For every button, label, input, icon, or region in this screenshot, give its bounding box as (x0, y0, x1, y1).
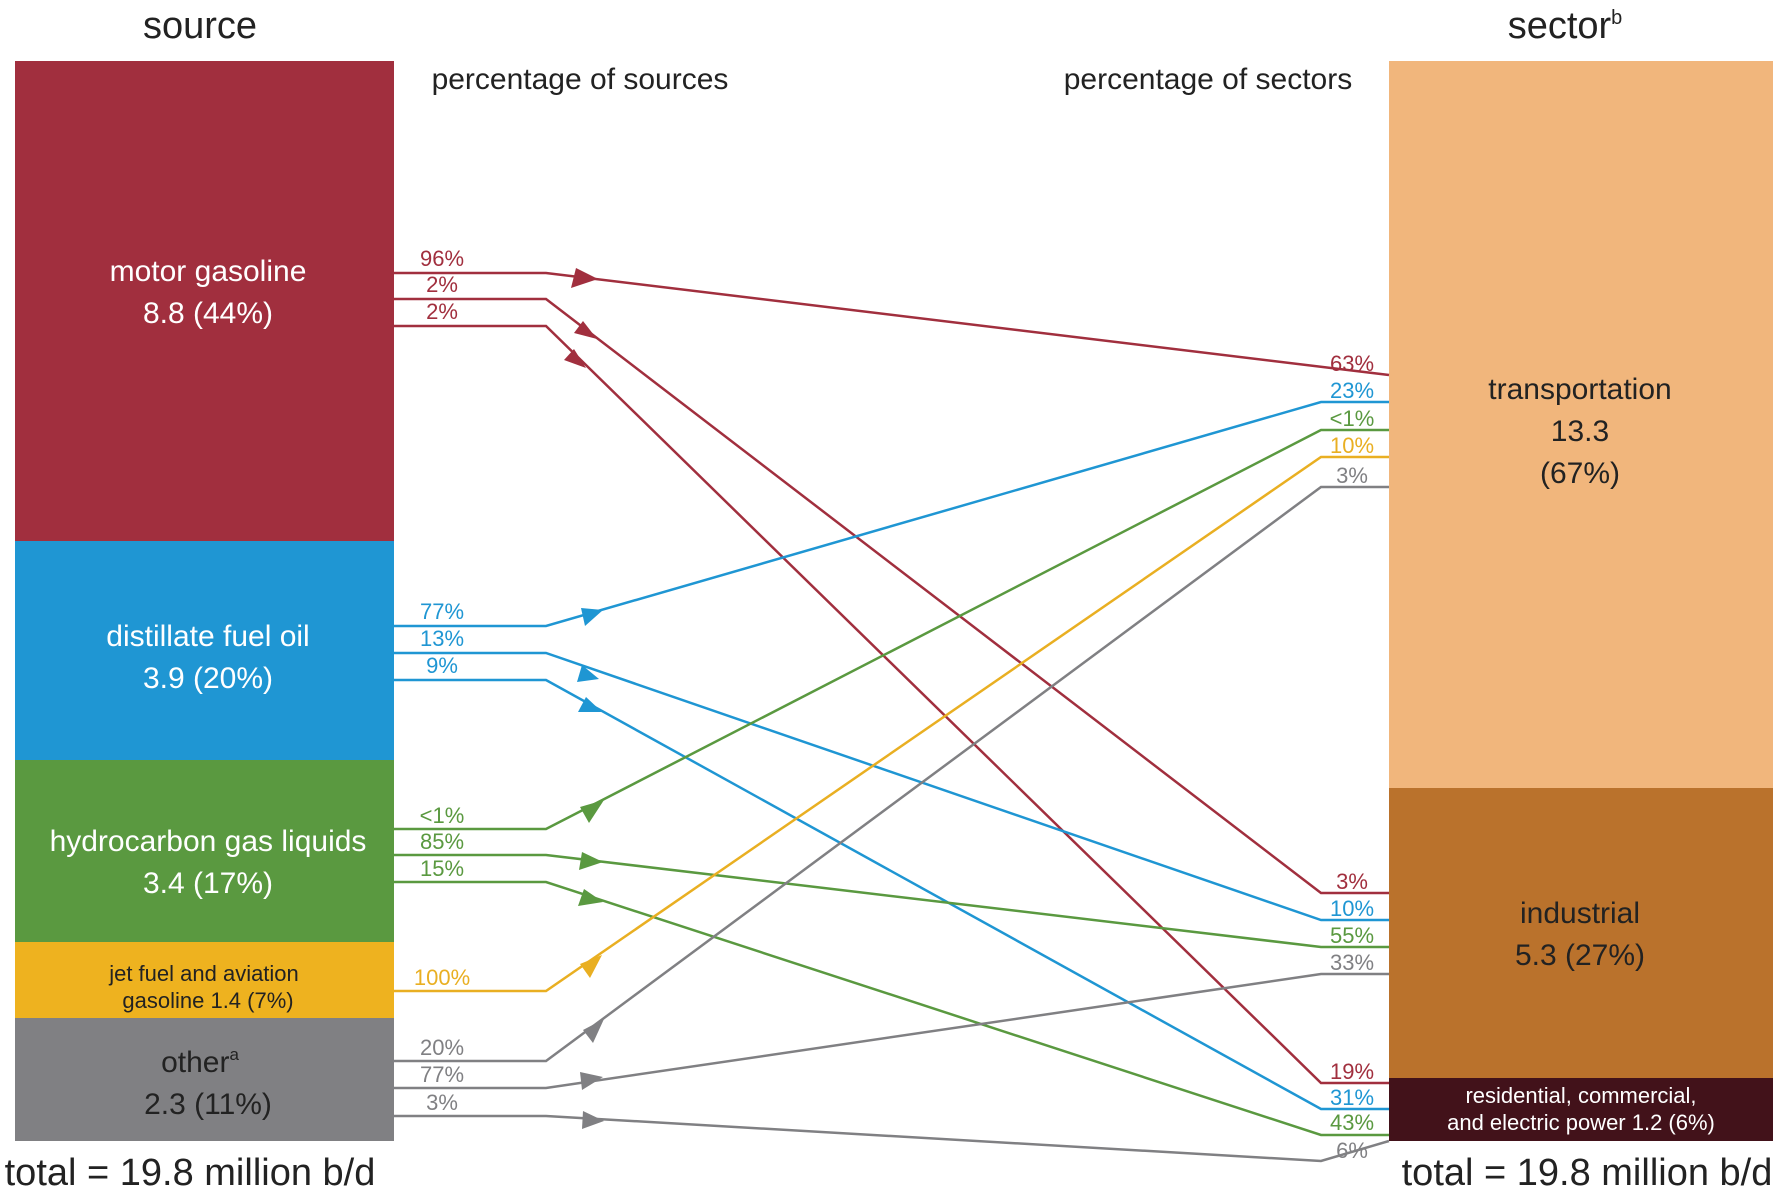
flow-distillate-to-residential: 9% 31% (394, 653, 1389, 1111)
flow-source-pct: 3% (426, 1090, 458, 1115)
transportation-block (1389, 61, 1773, 788)
flow-sector-pct: 10% (1330, 433, 1374, 458)
flow-sector-pct: 19% (1330, 1059, 1374, 1084)
arrow-icon (580, 955, 602, 978)
flow-sector-pct: 63% (1330, 351, 1374, 376)
arrow-icon (578, 697, 602, 712)
industrial-name: industrial (1520, 897, 1640, 930)
industrial-value: 5.3 (27%) (1515, 939, 1645, 972)
flow-distillate-to-industrial: 13% 10% (394, 626, 1389, 922)
flow-motor-gasoline-to-transportation: 96% 63% (394, 246, 1390, 377)
source-total: total = 19.8 million b/d (5, 1152, 376, 1191)
percentage-of-sectors-label: percentage of sectors (1064, 63, 1353, 96)
flow-source-pct: 13% (420, 626, 464, 651)
motor-gasoline-name: motor gasoline (110, 255, 307, 288)
motor-gasoline-block (15, 61, 394, 541)
flow-source-pct: 77% (420, 1062, 464, 1087)
flow-source-pct: 85% (420, 829, 464, 854)
flow-source-pct: 20% (420, 1035, 464, 1060)
flow-sector-pct: 10% (1330, 896, 1374, 921)
sector-header: sectorb (1508, 5, 1623, 47)
flow-sector-pct: 3% (1336, 463, 1368, 488)
residential-commercial-block (1389, 1078, 1773, 1141)
transportation-name: transportation (1488, 373, 1671, 406)
flow-source-pct: 2% (426, 272, 458, 297)
flow-sector-pct: 23% (1330, 378, 1374, 403)
flow-hgl-to-transportation: <1% <1% (394, 406, 1389, 831)
other-value: 2.3 (11%) (144, 1088, 272, 1121)
flow-source-pct: 100% (414, 965, 470, 990)
distillate-fuel-oil-name: distillate fuel oil (106, 620, 309, 653)
sector-header-text: sector (1508, 5, 1612, 47)
flow-source-pct: 77% (420, 599, 464, 624)
flow-other-to-residential: 3% 6% (394, 1090, 1390, 1163)
flow-other-to-industrial: 77% 33% (394, 950, 1389, 1090)
flow-sector-pct: 33% (1330, 950, 1374, 975)
hydrocarbon-gas-liquids-value: 3.4 (17%) (143, 867, 273, 900)
flow-hgl-to-industrial: 85% 55% (394, 829, 1389, 949)
arrow-icon (578, 889, 603, 906)
flow-lines: 96% 63% 2% 3% 2% 19% 77% 23% 13% 10% (394, 246, 1390, 1163)
flow-motor-gasoline-to-residential: 2% 19% (394, 299, 1389, 1085)
arrow-icon (583, 1019, 604, 1043)
flow-jet-fuel-to-transportation: 100% 10% (394, 433, 1389, 993)
flow-distillate-to-transportation: 77% 23% (394, 378, 1389, 628)
flow-hgl-to-residential: 15% 43% (394, 856, 1389, 1137)
transportation-value: 13.3 (1551, 415, 1609, 448)
arrow-icon (579, 852, 603, 870)
flow-motor-gasoline-to-industrial: 2% 3% (394, 272, 1389, 895)
jet-fuel-block (15, 942, 394, 1018)
sector-footnote-mark: b (1611, 7, 1622, 29)
flow-sector-pct: 6% (1336, 1138, 1368, 1163)
transportation-share: (67%) (1540, 457, 1620, 490)
flow-source-pct: 15% (420, 856, 464, 881)
flow-sector-pct: 43% (1330, 1110, 1374, 1135)
flow-source-pct: 96% (420, 246, 464, 271)
distillate-fuel-oil-value: 3.9 (20%) (143, 662, 273, 695)
percentage-of-sources-label: percentage of sources (432, 63, 729, 96)
flow-source-pct: 9% (426, 653, 458, 678)
arrow-icon (582, 1111, 604, 1129)
hydrocarbon-gas-liquids-block (15, 760, 394, 942)
jet-fuel-line2: gasoline 1.4 (7%) (122, 988, 293, 1013)
arrow-icon (564, 349, 586, 368)
flow-sector-pct: <1% (1330, 406, 1375, 431)
sector-total: total = 19.8 million b/d (1402, 1152, 1773, 1191)
flow-sector-pct: 3% (1336, 869, 1368, 894)
flow-other-to-transportation: 20% 3% (394, 463, 1389, 1063)
distillate-fuel-oil-block (15, 541, 394, 760)
arrow-icon (571, 268, 598, 288)
residential-line1: residential, commercial, (1465, 1083, 1696, 1108)
arrow-icon (574, 321, 597, 339)
hydrocarbon-gas-liquids-name: hydrocarbon gas liquids (50, 825, 367, 858)
flow-sector-pct: 31% (1330, 1085, 1374, 1110)
other-name: othera (161, 1045, 239, 1079)
motor-gasoline-value: 8.8 (44%) (143, 297, 273, 330)
industrial-block (1389, 788, 1773, 1078)
arrow-icon (581, 608, 603, 626)
arrow-icon (580, 1072, 603, 1090)
arrow-icon (577, 665, 599, 682)
flow-source-pct: <1% (420, 803, 465, 828)
source-header: source (143, 5, 257, 47)
arrow-icon (580, 800, 604, 823)
residential-line2: and electric power 1.2 (6%) (1447, 1110, 1715, 1135)
other-name-text: other (161, 1046, 229, 1079)
jet-fuel-line1: jet fuel and aviation (108, 961, 299, 986)
flow-sector-pct: 55% (1330, 923, 1374, 948)
flow-source-pct: 2% (426, 299, 458, 324)
other-footnote-mark: a (229, 1045, 239, 1064)
other-block (15, 1018, 394, 1141)
